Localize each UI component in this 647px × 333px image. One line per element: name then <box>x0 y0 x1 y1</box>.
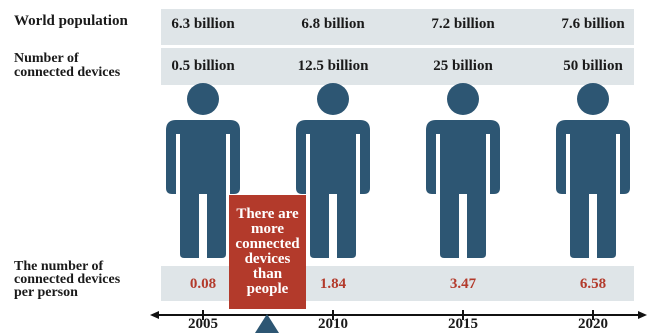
callout-box: There are more connected devices than pe… <box>229 195 306 309</box>
callout-line5: than <box>252 266 283 282</box>
per-person-value-2005: 0.08 <box>189 276 217 292</box>
devices-row-label: Number of connected devices <box>14 52 120 80</box>
devices-value-2015: 25 billion <box>433 58 493 74</box>
population-value-2015: 7.2 billion <box>431 16 495 32</box>
year-label-2015: 2015 <box>448 316 478 332</box>
devices-band <box>161 48 634 85</box>
per-person-value-2010: 1.84 <box>319 276 347 292</box>
devices-value-2010: 12.5 billion <box>297 58 369 74</box>
person-icon <box>162 82 244 258</box>
population-band <box>161 9 634 45</box>
per-person-value-2015: 3.47 <box>449 276 477 292</box>
devices-value-2005: 0.5 billion <box>171 58 235 74</box>
devices-value-2020: 50 billion <box>563 58 623 74</box>
year-label-2010: 2010 <box>318 316 348 332</box>
per-person-row-label-line2: connected devices <box>14 272 121 287</box>
devices-row-label-line1: Number of <box>14 51 79 66</box>
callout-line3: connected <box>235 236 300 252</box>
person-icon <box>422 82 504 258</box>
year-label-2020: 2020 <box>578 316 608 332</box>
person-icon <box>292 82 374 258</box>
callout-line1: There are <box>236 206 299 222</box>
population-value-2020: 7.6 billion <box>561 16 625 32</box>
per-person-row-label-line3: per person <box>14 285 78 300</box>
year-label-2005: 2005 <box>188 316 218 332</box>
population-value-2005: 6.3 billion <box>171 16 235 32</box>
callout-line6: people <box>246 281 289 297</box>
per-person-value-2020: 6.58 <box>579 276 607 292</box>
callout-line2: more <box>250 221 285 237</box>
person-icon <box>552 82 634 258</box>
per-person-row-label: The number of connected devices per pers… <box>14 259 121 300</box>
per-person-row-label-line1: The number of <box>14 259 104 274</box>
timeline-axis <box>150 310 647 320</box>
triangle-marker-icon <box>255 314 279 333</box>
population-row-label: World population <box>14 13 128 29</box>
callout-line4: devices <box>244 251 291 267</box>
devices-row-label-line2: connected devices <box>14 65 121 80</box>
population-value-2010: 6.8 billion <box>301 16 365 32</box>
